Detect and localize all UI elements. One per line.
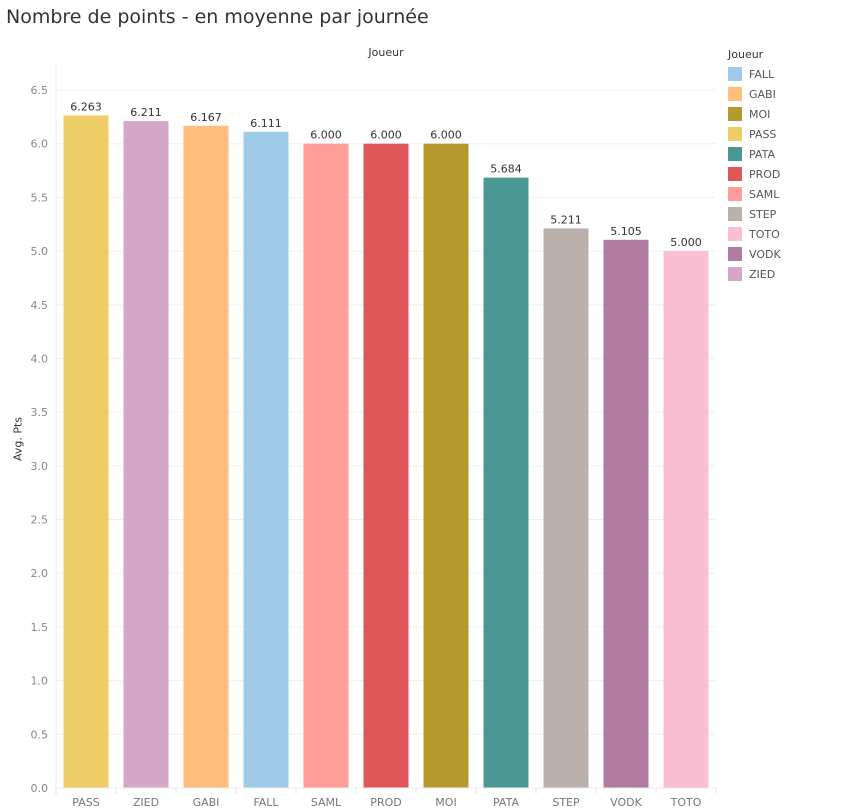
legend-item-toto[interactable]: TOTO [728,224,781,244]
column-header: Joueur [368,46,404,59]
legend-item-vodk[interactable]: VODK [728,244,781,264]
y-tick-label: 5.5 [31,191,49,204]
legend-swatch [728,207,742,221]
legend-swatch [728,187,742,201]
value-label: 6.211 [130,106,162,119]
bar-fall[interactable] [243,131,289,789]
x-tick-label: SAML [311,796,342,809]
legend-item-step[interactable]: STEP [728,204,781,224]
legend-label: PATA [749,147,775,161]
value-label: 6.000 [430,129,462,142]
legend-item-saml[interactable]: SAML [728,184,781,204]
legend-label: VODK [749,247,781,261]
x-tick-label: FALL [253,796,279,809]
value-label: 5.105 [610,225,642,238]
y-tick-label: 2.5 [31,514,49,527]
y-tick-label: 3.5 [31,406,49,419]
bar-chart: 0.0 0.5 1.0 1.5 2.0 2.5 3.0 3.5 4.0 4.5 5.0 5.5 6.0 6… [31,62,717,809]
value-label: 6.167 [190,111,222,124]
legend: Joueur FALL GABI MOI PASS PATA PROD SAML STEP TO… [728,48,781,284]
x-tick-label: STEP [552,796,580,809]
bar-step[interactable] [543,228,589,788]
legend-item-prod[interactable]: PROD [728,164,781,184]
y-tick-label: 6.5 [31,84,49,97]
y-tick-label: 0.0 [31,782,49,795]
y-tick-label: 2.0 [31,567,49,580]
bars [63,115,709,789]
bar-pata[interactable] [483,177,529,788]
legend-item-moi[interactable]: MOI [728,104,781,124]
value-label: 6.000 [310,129,342,142]
legend-label: MOI [749,107,771,121]
legend-swatch [728,67,742,81]
y-tick-label: 1.5 [31,621,49,634]
x-tick-label: GABI [193,796,220,809]
chart-title: Nombre de points - en moyenne par journé… [6,6,429,28]
y-axis-ticks: 0.0 0.5 1.0 1.5 2.0 2.5 3.0 3.5 4.0 4.5 5.0 5.5 6.0 6… [31,84,49,795]
legend-item-pata[interactable]: PATA [728,144,781,164]
bar-zied[interactable] [123,121,169,788]
bar-gabi[interactable] [183,125,229,788]
legend-item-fall[interactable]: FALL [728,64,781,84]
legend-swatch [728,247,742,261]
value-label: 5.000 [670,236,702,249]
y-tick-label: 4.5 [31,299,49,312]
y-tick-label: 0.5 [31,728,49,741]
x-tick-label: VODK [610,796,642,809]
value-label: 6.111 [250,117,282,130]
x-tick-label: PASS [72,796,99,809]
legend-swatch [728,167,742,181]
y-tick-label: 3.0 [31,460,49,473]
legend-swatch [728,227,742,241]
legend-label: PROD [749,167,781,181]
legend-item-zied[interactable]: ZIED [728,264,781,284]
y-tick-label: 1.0 [31,675,49,688]
x-tick-label: PATA [493,796,519,809]
bar-pass[interactable] [63,115,109,789]
x-axis-ticks: PASS ZIED GABI FALL SAML PROD MOI PATA STEP VODK T… [55,787,717,809]
x-tick-label: PROD [370,796,401,809]
value-labels: 6.263 6.211 6.167 6.111 6.000 6.000 6.000 5.684… [70,100,702,249]
bar-vodk[interactable] [603,239,649,789]
value-label: 6.000 [370,129,402,142]
value-label: 5.211 [550,213,582,226]
legend-label: ZIED [749,267,776,281]
y-tick-label: 6.0 [31,138,49,151]
legend-label: SAML [749,187,780,201]
legend-label: FALL [749,67,775,81]
x-tick-label: MOI [435,796,456,809]
legend-label: PASS [749,127,777,141]
legend-item-pass[interactable]: PASS [728,124,781,144]
legend-swatch [728,147,742,161]
bar-saml[interactable] [303,143,349,788]
x-tick-label: ZIED [133,796,159,809]
value-label: 5.684 [490,163,522,176]
legend-label: TOTO [749,227,780,241]
x-tick-label: TOTO [670,796,702,809]
legend-swatch [728,127,742,141]
y-tick-label: 5.0 [31,245,49,258]
value-label: 6.263 [70,100,102,113]
y-tick-label: 4.0 [31,352,49,365]
legend-title: Joueur [728,48,764,61]
bar-moi[interactable] [423,143,469,788]
legend-item-gabi[interactable]: GABI [728,84,781,104]
legend-label: STEP [749,207,777,221]
bar-toto[interactable] [663,251,709,789]
legend-swatch [728,87,742,101]
legend-label: GABI [749,87,776,101]
legend-swatch [728,267,742,281]
legend-swatch [728,107,742,121]
bar-prod[interactable] [363,143,409,788]
